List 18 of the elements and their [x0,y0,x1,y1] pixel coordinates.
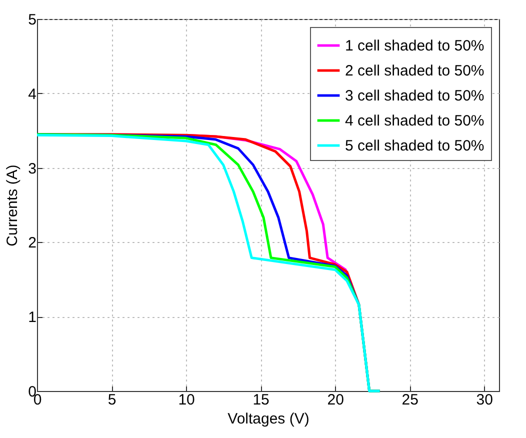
x-tick-label: 20 [327,392,344,408]
legend-label: 4 cell shaded to 50% [345,112,484,130]
x-tick-label: 10 [178,392,195,408]
x-axis-title: Voltages (V) [228,410,310,428]
y-tick-label: 3 [28,160,36,178]
legend-label: 3 cell shaded to 50% [345,88,484,104]
x-tick-label: 15 [252,392,270,408]
x-tick-label: 25 [402,392,418,408]
legend-label: 1 cell shaded to 50% [345,38,484,54]
legend-label: 5 cell shaded to 50% [345,138,484,154]
y-tick-label: 1 [28,309,36,326]
legend-label: 2 cell shaded to 50% [345,62,484,80]
y-tick-label: 2 [28,234,36,252]
x-tick-label: 30 [476,392,493,408]
y-tick-label: 4 [28,86,36,103]
x-tick-label: 5 [108,392,116,408]
y-tick-label: 5 [28,12,36,28]
y-axis-title: Currents (A) [4,164,22,246]
